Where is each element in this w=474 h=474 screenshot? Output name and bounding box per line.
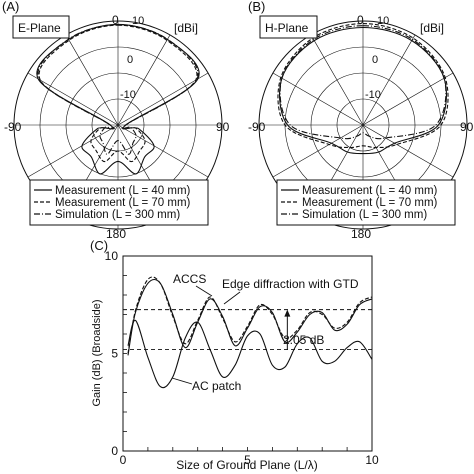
panel-a: (A) E-Plane [dBi] 0 -90 90 180 10 0 -10 … [2,0,230,241]
polar-series-b-3 [279,25,447,140]
polar-spoke-a-60 [117,72,209,126]
y-tick-label-0: 0 [111,444,118,458]
y-axis-label-c: Gain (dB) (Broadside) [91,300,103,407]
angle-180-a: 180 [106,227,126,241]
legend-label-a-2: Measurement (L = 70 mm) [55,197,191,209]
annotation-delta: 2.05 dB [283,333,324,347]
x-tick-label-5: 5 [244,453,251,467]
annotation-arrow-c [284,309,291,350]
polar-spoke-b-30 [362,34,416,126]
y-tick-label-10: 10 [105,249,119,263]
line-series-c [127,276,372,389]
legend-label-a-3: Simulation (L = 300 mm) [55,209,180,221]
polar-spoke-a-240 [27,124,119,178]
polar-series-b [277,23,449,155]
ring-label-b-10: 10 [377,15,389,27]
legend-label-b-3: Simulation (L = 300 mm) [302,209,427,221]
legend-label-b-2: Measurement (L = 70 mm) [302,197,438,209]
angle-90-b: 90 [460,120,474,134]
panel-b: (B) H-Plane [dBi] 0 -90 90 180 10 0 -10 … [248,0,474,241]
polar-series-a-3 [37,24,199,155]
x-axis-label-c: Size of Ground Plane (L/λ) [176,458,317,472]
angle-90-a: 90 [216,120,230,134]
unit-label-a: [dBi] [174,21,198,35]
polar-spoke-b-240 [272,124,364,178]
plane-label-a: E-Plane [18,21,61,35]
ring-label-a-0: 0 [127,54,133,66]
polar-spoke-b-60 [362,72,454,126]
leader-accs [195,285,213,297]
x-tick-label-10: 10 [365,453,379,467]
line-series-c-2 [127,276,372,354]
polar-spoke-a-120 [117,124,209,178]
angle-180-b: 180 [351,227,371,241]
polar-spoke-b-120 [362,124,454,178]
legend-box-a [29,179,209,226]
annotation-edge: Edge diffraction with GTD [222,277,359,291]
ring-label-a-neg10: -10 [120,89,136,101]
polar-spoke-b-300 [272,72,364,126]
panel-b-tag: (B) [248,0,265,14]
angle-0-b: 0 [357,13,364,27]
angle-neg90-a: -90 [4,120,22,134]
angle-neg90-b: -90 [248,120,266,134]
ring-label-a-10: 10 [132,15,144,27]
line-series-c-3 [127,319,372,389]
panel-a-tag: (A) [2,0,19,14]
line-series-c-1 [127,278,372,356]
leader-edge [223,291,241,305]
axes-c: 0 5 10 0 5 10 [105,249,379,467]
legend-label-a-1: Measurement (L = 40 mm) [55,185,191,197]
legend-box-b [276,179,456,226]
leader-patch [171,377,193,385]
plane-label-b: H-Plane [265,21,309,35]
polar-spoke-a-30 [117,34,171,126]
plane-label-box-b [259,15,318,39]
polar-series-b-2 [277,23,449,149]
polar-spoke-a-330 [65,34,119,126]
unit-label-b: [dBi] [420,21,444,35]
polar-series-a [36,23,200,175]
plane-label-box-a [12,15,70,39]
y-tick-label-5: 5 [111,347,118,361]
angle-0-a: 0 [112,13,119,27]
ring-label-b-neg10: -10 [365,89,381,101]
legend-label-b-1: Measurement (L = 40 mm) [302,185,438,197]
panel-c-tag: (C) [90,238,108,253]
polar-spoke-a-300 [27,72,119,126]
annotation-accs: ACCS [173,272,206,286]
annotation-patch: AC patch [192,379,241,393]
x-tick-label-0: 0 [120,453,127,467]
polar-spoke-b-330 [310,34,364,126]
ring-label-b-0: 0 [372,54,378,66]
delta-arrow-head [284,309,291,317]
